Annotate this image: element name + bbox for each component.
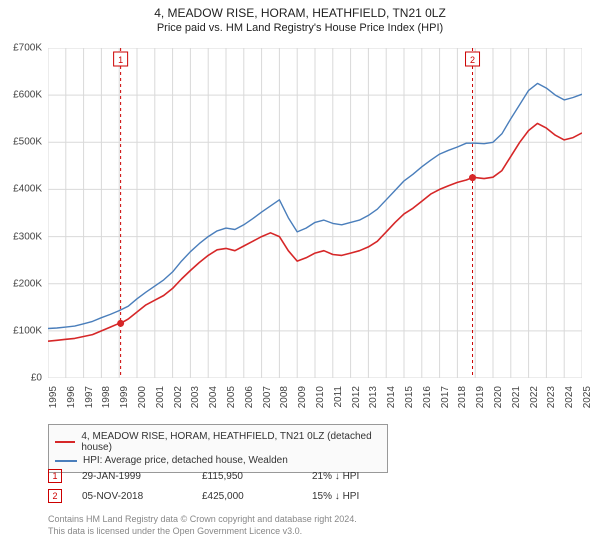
transaction-date: 05-NOV-2018 <box>82 491 182 502</box>
x-tick-label: 2014 <box>386 386 397 408</box>
transaction-price: £115,950 <box>202 471 292 482</box>
x-tick-label: 2017 <box>440 386 451 408</box>
x-tick-label: 2024 <box>564 386 575 408</box>
x-tick-label: 2023 <box>546 386 557 408</box>
x-tick-label: 1995 <box>48 386 59 408</box>
transaction-price: £425,000 <box>202 491 292 502</box>
x-tick-label: 1999 <box>119 386 130 408</box>
footer-attribution: Contains HM Land Registry data © Crown c… <box>48 514 582 537</box>
x-tick-label: 2010 <box>315 386 326 408</box>
x-tick-label: 2003 <box>190 386 201 408</box>
chart-title-address: 4, MEADOW RISE, HORAM, HEATHFIELD, TN21 … <box>0 6 600 20</box>
x-tick-label: 2002 <box>173 386 184 408</box>
y-tick-label: £500K <box>13 137 42 148</box>
chart-subtitle: Price paid vs. HM Land Registry's House … <box>0 22 600 34</box>
svg-text:1: 1 <box>118 55 123 65</box>
transaction-marker-icon: 1 <box>48 469 62 483</box>
x-tick-label: 2016 <box>422 386 433 408</box>
y-tick-label: £600K <box>13 90 42 101</box>
legend-label-hpi: HPI: Average price, detached house, Weal… <box>83 455 288 466</box>
x-tick-label: 2011 <box>333 386 344 408</box>
y-tick-label: £700K <box>13 43 42 54</box>
legend-label-property: 4, MEADOW RISE, HORAM, HEATHFIELD, TN21 … <box>81 431 381 453</box>
transaction-date: 29-JAN-1999 <box>82 471 182 482</box>
footer-line: Contains HM Land Registry data © Crown c… <box>48 514 582 526</box>
x-axis: 1995 1996 1997 1998 1999 2000 2001 2002 2003 2004… <box>48 380 582 420</box>
y-tick-label: £400K <box>13 184 42 195</box>
legend-item-hpi: HPI: Average price, detached house, Weal… <box>55 455 381 466</box>
x-tick-label: 2013 <box>368 386 379 408</box>
y-tick-label: £300K <box>13 231 42 242</box>
x-tick-label: 2018 <box>457 386 468 408</box>
x-tick-label: 2000 <box>137 386 148 408</box>
transaction-delta: 21% ↓ HPI <box>312 471 359 482</box>
x-tick-label: 2004 <box>208 386 219 408</box>
x-tick-label: 2019 <box>475 386 486 408</box>
y-tick-label: £100K <box>13 325 42 336</box>
chart-svg: 12 <box>48 48 582 378</box>
transaction-row: 1 29-JAN-1999 £115,950 21% ↓ HPI <box>48 466 582 486</box>
transaction-delta: 15% ↓ HPI <box>312 491 359 502</box>
transaction-table: 1 29-JAN-1999 £115,950 21% ↓ HPI 2 05-NO… <box>48 466 582 506</box>
x-tick-label: 2001 <box>155 386 166 408</box>
footer-line: This data is licensed under the Open Gov… <box>48 526 582 538</box>
x-tick-label: 2021 <box>511 386 522 408</box>
transaction-row: 2 05-NOV-2018 £425,000 15% ↓ HPI <box>48 486 582 506</box>
legend-swatch-hpi <box>55 460 77 462</box>
plot-area: 12 <box>48 48 582 378</box>
chart-titles: 4, MEADOW RISE, HORAM, HEATHFIELD, TN21 … <box>0 0 600 34</box>
y-tick-label: £0 <box>31 373 42 384</box>
x-tick-label: 2006 <box>244 386 255 408</box>
y-axis: £0£100K£200K£300K£400K£500K£600K£700K <box>0 48 46 378</box>
x-tick-label: 1997 <box>84 386 95 408</box>
x-tick-label: 2008 <box>279 386 290 408</box>
x-tick-label: 2005 <box>226 386 237 408</box>
legend-item-property: 4, MEADOW RISE, HORAM, HEATHFIELD, TN21 … <box>55 431 381 453</box>
y-tick-label: £200K <box>13 278 42 289</box>
x-tick-label: 2012 <box>351 386 362 408</box>
legend-swatch-property <box>55 441 75 443</box>
x-tick-label: 2022 <box>529 386 540 408</box>
x-tick-label: 2007 <box>262 386 273 408</box>
chart-container: 4, MEADOW RISE, HORAM, HEATHFIELD, TN21 … <box>0 0 600 560</box>
x-tick-label: 2020 <box>493 386 504 408</box>
x-tick-label: 1996 <box>66 386 77 408</box>
x-tick-label: 2025 <box>582 386 593 408</box>
transaction-marker-icon: 2 <box>48 489 62 503</box>
x-tick-label: 2009 <box>297 386 308 408</box>
x-tick-label: 1998 <box>101 386 112 408</box>
svg-text:2: 2 <box>470 55 475 65</box>
x-tick-label: 2015 <box>404 386 415 408</box>
